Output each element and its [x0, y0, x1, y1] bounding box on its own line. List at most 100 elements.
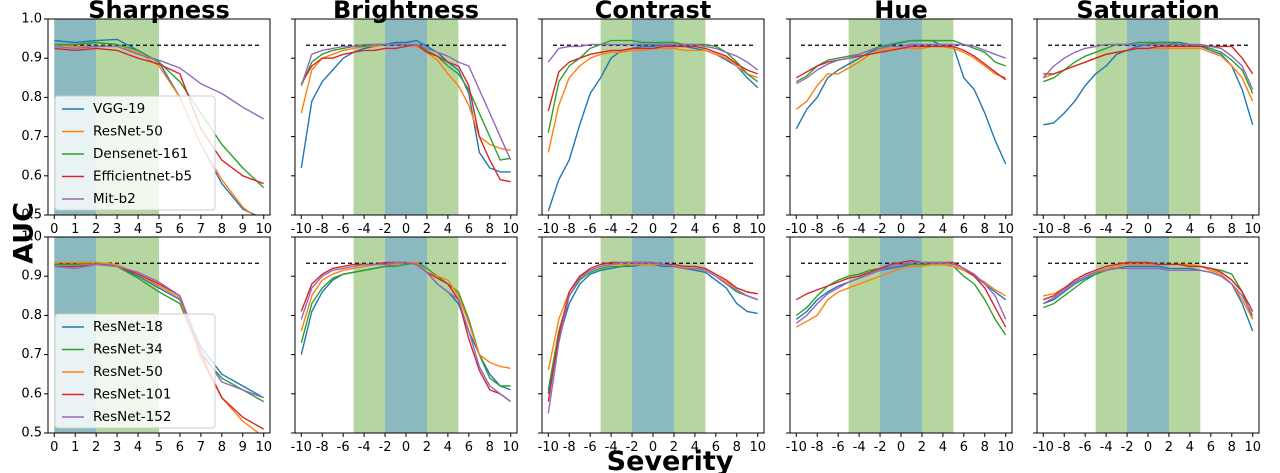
x-tick-label: -10: [291, 440, 312, 455]
y-tick-label: 0.9: [21, 269, 42, 284]
chart-panel: -10 -8 -6 -4 -2 0 2 4 6 8 10 Contrast: [538, 0, 766, 237]
x-tick-label: -8: [1058, 222, 1071, 237]
series-line-resnet-101: [1043, 261, 1254, 312]
series-line-resnet-152: [547, 261, 758, 414]
series-line-efficientnet-b5: [795, 45, 1007, 81]
x-tick-label: 4: [134, 440, 142, 455]
x-tick-label: -4: [605, 440, 618, 455]
x-tick-label: -6: [584, 440, 597, 455]
series-line-mit-b2: [54, 45, 265, 120]
x-tick-label: 0: [402, 222, 410, 237]
x-tick-label: 6: [1207, 222, 1215, 237]
x-tick-label: 2: [918, 222, 926, 237]
x-tick-label: -8: [316, 222, 329, 237]
x-tick-label: 8: [218, 440, 226, 455]
y-tick-label: 0.5: [21, 208, 42, 223]
x-tick-label: 10: [997, 440, 1014, 455]
x-tick-label: 8: [1228, 440, 1236, 455]
legend-box: [54, 313, 216, 429]
legend-entry: ResNet-34: [93, 342, 163, 358]
x-tick-label: 6: [960, 222, 968, 237]
x-tick-label: -6: [584, 222, 597, 237]
x-tick-label: -10: [291, 222, 312, 237]
x-tick-label: 8: [486, 222, 494, 237]
plot-area: [1042, 237, 1254, 433]
series-line-densenet-161: [54, 41, 265, 189]
y-tick-label: 0.8: [21, 90, 42, 105]
x-tick-label: -4: [358, 222, 371, 237]
x-tick-label: 7: [197, 440, 205, 455]
x-tick-label: 10: [502, 440, 519, 455]
x-tick-label: 2: [670, 222, 678, 237]
x-tick-label: -10: [786, 222, 807, 237]
x-tick-label: -8: [316, 440, 329, 455]
x-tick-label: 0: [1144, 440, 1152, 455]
x-tick-label: -2: [626, 440, 639, 455]
series-line-resnet-101: [795, 259, 1007, 328]
x-tick-label: 6: [176, 222, 184, 237]
x-tick-label: -4: [853, 440, 866, 455]
x-tick-label: 0: [897, 440, 905, 455]
plot-area: [300, 19, 512, 215]
series-line-resnet-152: [54, 263, 264, 399]
x-tick-label: 8: [218, 222, 226, 237]
x-tick-label: 10: [1244, 440, 1261, 455]
x-tick-label: -10: [786, 440, 807, 455]
legend-entry: Densenet-161: [93, 146, 188, 162]
x-tick-label: 2: [1165, 440, 1173, 455]
legend-entry: Efficientnet-b5: [93, 169, 192, 185]
x-tick-label: 6: [1207, 440, 1215, 455]
x-tick-label: -2: [626, 222, 639, 237]
chart-panel: -10 -8 -6 -4 -2 0 2 4 6 8 10 Brightness: [291, 0, 519, 237]
y-tick-label: 0.6: [21, 386, 42, 401]
x-tick-label: 6: [465, 440, 473, 455]
plot-area: [300, 237, 512, 433]
x-tick-label: -6: [1079, 440, 1092, 455]
inner-band: [1127, 19, 1169, 215]
legend-entry: Mit-b2: [93, 191, 136, 207]
plot-area: [795, 237, 1007, 433]
panel-grid: 0.50.60.70.80.91.00 1 2 3 4 5 6 7 8 9 10SharpnessV…: [21, 0, 1261, 455]
x-tick-label: 0: [50, 222, 58, 237]
y-tick-label: 0.5: [21, 426, 42, 441]
x-tick-label: -8: [811, 222, 824, 237]
x-tick-label: -4: [1100, 440, 1113, 455]
x-tick-label: 10: [1244, 222, 1261, 237]
chart-panel: -10 -8 -6 -4 -2 0 2 4 6 8 10: [786, 236, 1014, 455]
series-line-mit-b2: [1042, 43, 1254, 90]
x-tick-label: 3: [113, 222, 121, 237]
series-line-efficientnet-b5: [300, 43, 511, 183]
x-tick-label: 2: [92, 222, 100, 237]
legend-entry: ResNet-152: [93, 409, 171, 425]
x-tick-label: 0: [1144, 222, 1152, 237]
x-tick-label: -6: [832, 440, 845, 455]
x-tick-label: 10: [997, 222, 1014, 237]
x-tick-label: 2: [1165, 222, 1173, 237]
x-tick-label: 8: [733, 440, 741, 455]
x-tick-label: -2: [874, 440, 887, 455]
series-line-resnet-152: [795, 261, 1007, 324]
x-tick-label: 4: [1186, 440, 1194, 455]
x-tick-label: -4: [853, 222, 866, 237]
series-line-mit-b2: [547, 43, 759, 71]
x-tick-label: -6: [337, 222, 350, 237]
x-axis-label: Severity: [607, 446, 734, 473]
inner-band: [385, 237, 427, 433]
x-tick-label: 4: [444, 222, 452, 237]
plot-area: [547, 19, 759, 215]
x-tick-label: 1: [71, 222, 79, 237]
y-axis-label: AUC: [9, 202, 40, 264]
x-tick-label: 2: [670, 440, 678, 455]
series-line-resnet-152: [1042, 267, 1254, 316]
series-line-vgg-19: [300, 39, 511, 173]
x-tick-label: 4: [691, 440, 699, 455]
chart-panel: -10 -8 -6 -4 -2 0 2 4 6 8 10: [538, 236, 766, 455]
x-tick-label: -10: [1033, 440, 1054, 455]
legend-box: [54, 95, 216, 211]
series-line-efficientnet-b5: [1043, 45, 1254, 75]
inner-band: [385, 19, 427, 215]
x-tick-label: 6: [176, 440, 184, 455]
x-tick-label: 4: [444, 440, 452, 455]
x-tick-label: -2: [1121, 440, 1134, 455]
series-line-densenet-161: [1043, 41, 1254, 94]
